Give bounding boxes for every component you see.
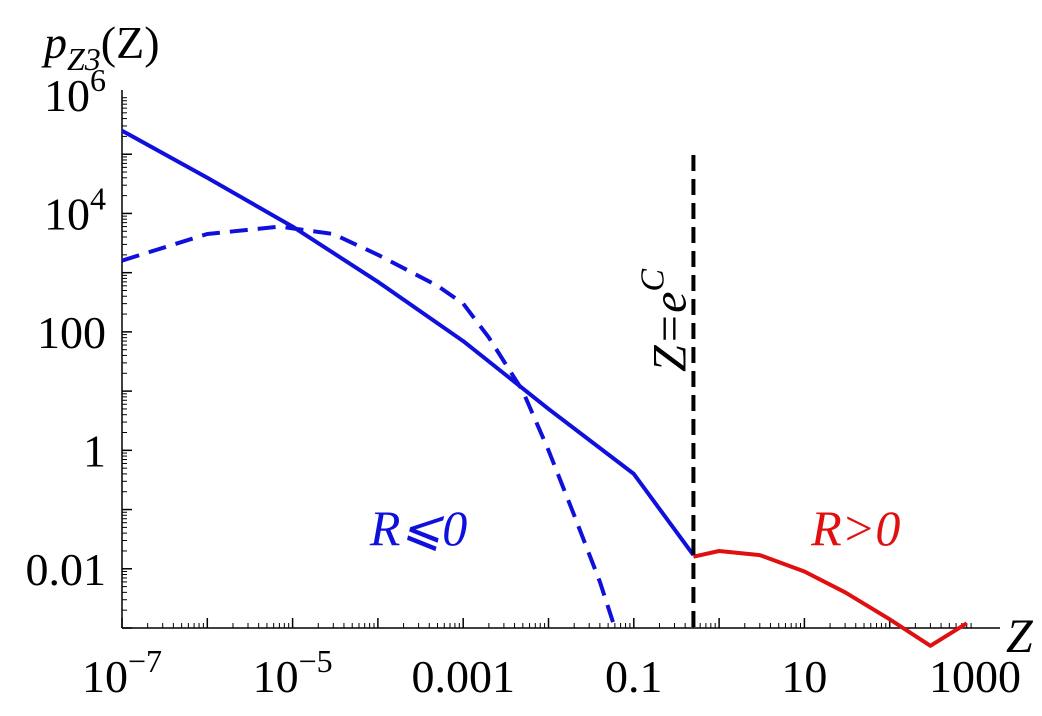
series-line-2 <box>121 224 617 629</box>
series-line-3 <box>692 549 968 648</box>
series-line-1 <box>121 128 696 557</box>
y-tick-label: 106 <box>44 62 106 121</box>
y-tick-label: 1 <box>83 425 106 476</box>
x-axis-label: Z <box>1006 610 1034 663</box>
y-tick-label: 0.01 <box>26 544 107 595</box>
x-tick-label: 1000 <box>929 651 1021 702</box>
annotation-1: R⩽0 <box>369 500 467 556</box>
annotation-2: R>0 <box>810 500 900 556</box>
y-axis-label: pZ3(Z) <box>41 17 160 77</box>
x-tick-label: 10−5 <box>253 643 333 702</box>
labels: 10−7 10−5 0.001 0.1 10 1000 106 104 100 1 0.01 Z=eC… <box>26 17 1035 702</box>
ticks <box>121 97 972 629</box>
x-tick-label: 10−7 <box>82 643 162 702</box>
x-tick-label: 10 <box>781 651 827 702</box>
y-tick-label: 104 <box>44 180 106 239</box>
reference-vline-label: Z=eC <box>634 269 696 372</box>
axes <box>121 90 1000 629</box>
series-group <box>121 128 968 648</box>
y-tick-label: 100 <box>37 307 106 358</box>
x-tick-label: 0.001 <box>411 651 515 702</box>
x-tick-label: 0.1 <box>605 651 663 702</box>
